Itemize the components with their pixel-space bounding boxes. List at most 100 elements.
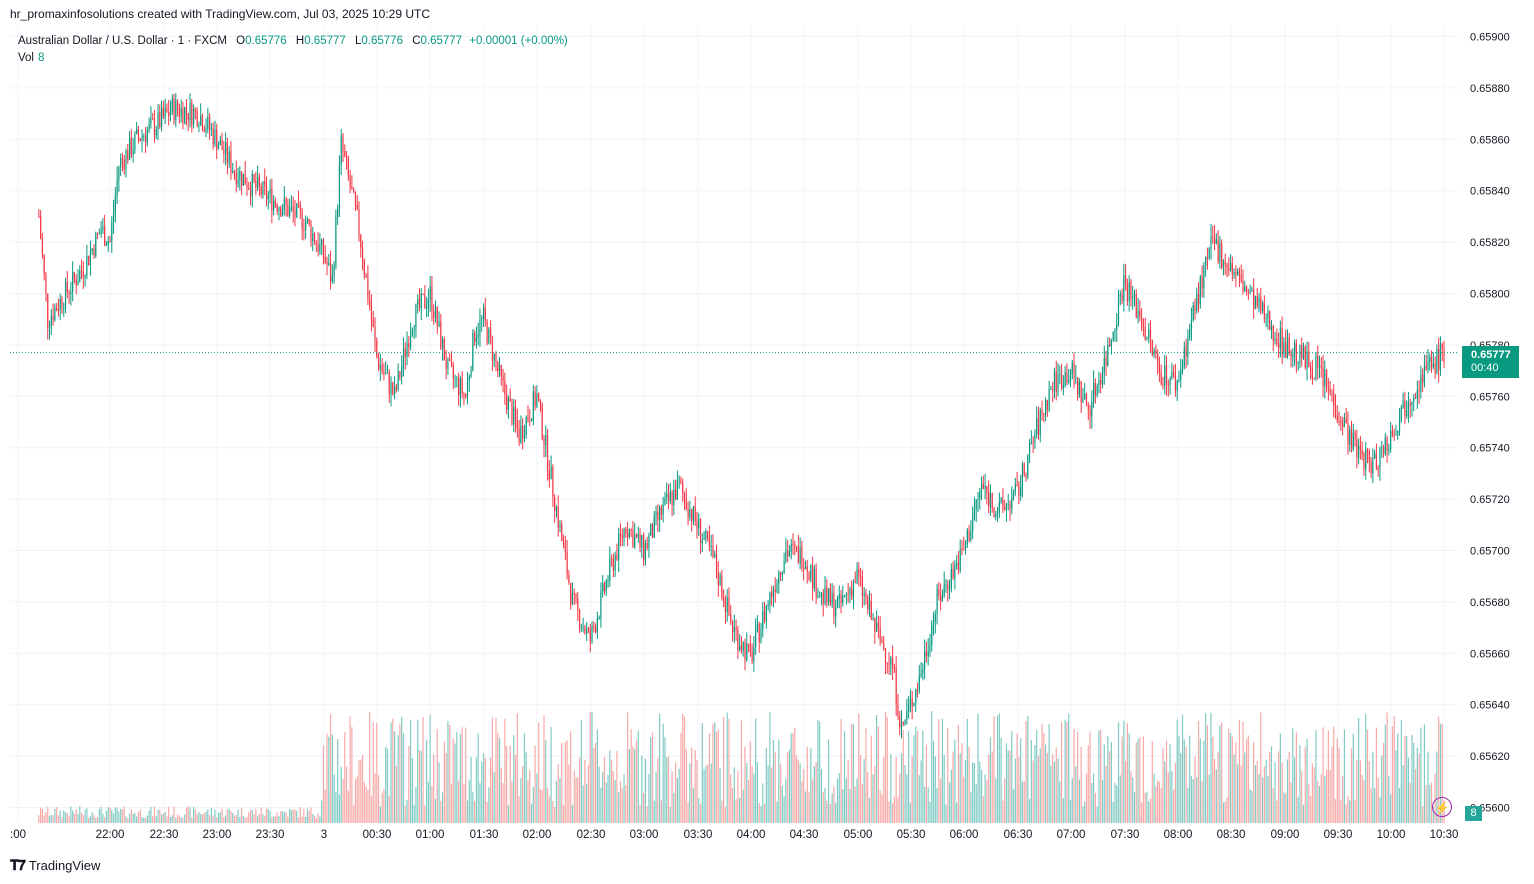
volume-bar: [781, 785, 783, 823]
candle-body: [523, 435, 526, 439]
volume-bar: [639, 805, 641, 823]
volume-bar: [909, 802, 911, 823]
lightning-icon[interactable]: ⚡: [1432, 797, 1452, 817]
candle-body: [466, 380, 469, 397]
candle-body: [715, 554, 718, 574]
volume-bar: [1174, 762, 1177, 823]
candle-body: [790, 543, 792, 553]
candle-body: [915, 689, 917, 703]
time-tick-label: :00: [10, 829, 26, 841]
volume-bar: [498, 738, 501, 823]
candle-body: [150, 118, 152, 124]
volume-bar: [497, 732, 499, 823]
volume-bar: [1002, 800, 1004, 823]
candle-body: [276, 204, 278, 212]
volume-bar: [329, 714, 332, 823]
volume-bar: [1094, 792, 1096, 823]
candle-body: [390, 382, 392, 395]
candle-body: [1299, 344, 1301, 363]
symbol-legend[interactable]: Australian Dollar / U.S. Dollar · 1 · FX…: [18, 35, 568, 47]
volume-bar: [721, 800, 723, 823]
candle-body: [1427, 361, 1429, 370]
candle-body: [1130, 282, 1132, 299]
candle-body: [344, 151, 346, 157]
volume-bar: [1354, 799, 1356, 823]
candle-body: [297, 203, 300, 205]
volume-bar: [1331, 746, 1333, 823]
volume-bar: [365, 786, 367, 823]
candle-body: [84, 276, 86, 278]
time-tick-label: 03:00: [630, 829, 659, 841]
volume-bar: [769, 712, 771, 823]
volume-bar: [1119, 775, 1121, 823]
volume-bar: [1292, 728, 1294, 823]
candle-body: [491, 338, 494, 361]
volume-bar: [63, 810, 65, 823]
candle-body: [207, 116, 209, 129]
volume-bar: [1014, 758, 1016, 823]
candle-body: [50, 316, 52, 327]
candle-body: [582, 627, 584, 629]
candle-body: [488, 328, 490, 343]
candle-body: [1372, 457, 1374, 474]
candle-body: [884, 648, 887, 663]
volume-bar: [75, 809, 77, 823]
candle-body: [70, 291, 72, 295]
candle-body: [771, 592, 773, 597]
volume-bar: [68, 816, 70, 823]
candle-body: [940, 595, 942, 601]
candle-body: [43, 255, 45, 275]
candle-body: [742, 642, 744, 651]
volume-bar: [500, 767, 502, 823]
candle-body: [836, 599, 839, 609]
volume-bar: [1334, 799, 1337, 823]
time-tick-label: 02:00: [523, 829, 552, 841]
candle-body: [918, 676, 920, 692]
candle-body: [1233, 272, 1235, 275]
candle-body: [1153, 350, 1155, 356]
volume-bar: [591, 712, 593, 823]
volume-bar: [1382, 742, 1385, 823]
candle-body: [603, 583, 606, 592]
volume-legend[interactable]: Vol 8: [18, 52, 44, 64]
volume-bar: [182, 818, 184, 823]
volume-bar: [91, 812, 93, 823]
candle-body: [411, 330, 413, 335]
candle-body: [555, 507, 558, 512]
candle-body: [1197, 293, 1200, 305]
candle-body: [1430, 356, 1433, 368]
symbol-name[interactable]: Australian Dollar / U.S. Dollar · 1 · FX…: [18, 35, 227, 47]
candle-body: [1340, 421, 1342, 424]
volume-bar: [1340, 800, 1342, 823]
price-tick-label: 0.65640: [1470, 700, 1510, 712]
candle-body: [795, 546, 798, 548]
candle-body: [858, 569, 860, 577]
candle-body: [1180, 369, 1182, 380]
candle-body: [1349, 429, 1351, 445]
volume-bar: [1281, 762, 1283, 823]
tradingview-logo[interactable]: 𝐓𝟕 TradingView: [10, 857, 100, 874]
candle-body: [1201, 276, 1203, 289]
candle-body: [1420, 374, 1422, 392]
volume-bar: [1279, 733, 1281, 823]
volume-bar: [593, 747, 595, 823]
candle-body: [1080, 381, 1082, 403]
volume-bar: [936, 787, 938, 823]
volume-bar: [893, 796, 895, 823]
volume-bar: [991, 751, 993, 823]
candle-body: [826, 587, 828, 603]
volume-bar: [1249, 789, 1251, 823]
candle-body: [762, 611, 764, 630]
volume-bar: [520, 778, 522, 823]
volume-bar: [570, 731, 572, 823]
candle-body: [41, 238, 44, 256]
candle-body: [819, 596, 821, 598]
candle-body: [666, 493, 668, 498]
candle-body: [196, 110, 198, 126]
volume-bar: [1308, 784, 1310, 823]
candle-body: [450, 360, 453, 366]
volume-bar: [120, 808, 122, 823]
volume-bar: [353, 805, 355, 823]
volume-bar: [226, 809, 228, 823]
